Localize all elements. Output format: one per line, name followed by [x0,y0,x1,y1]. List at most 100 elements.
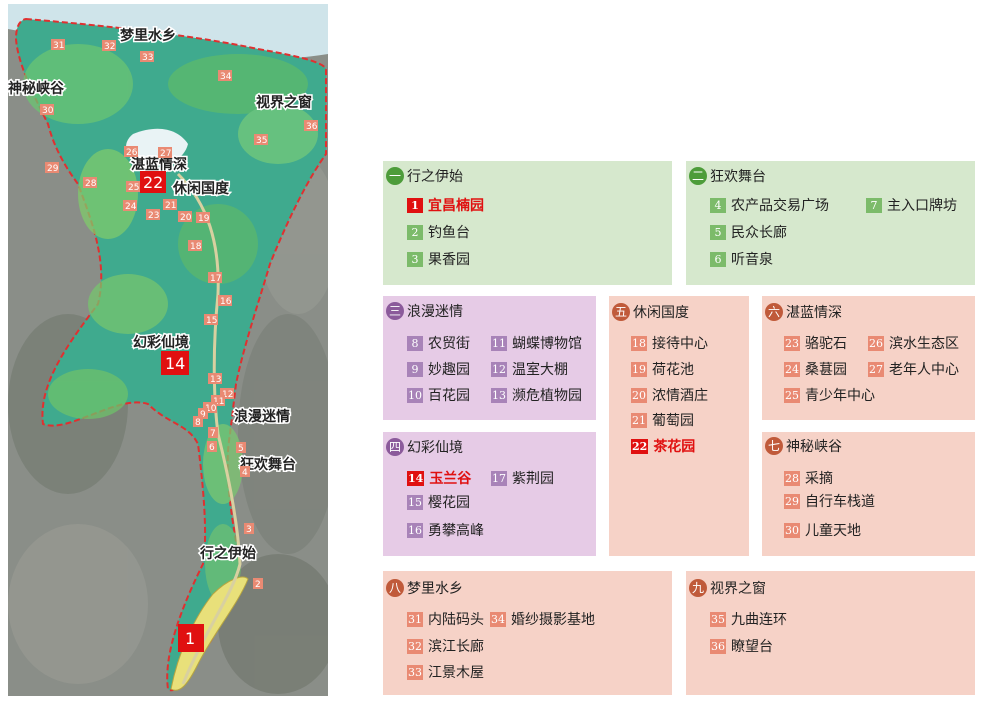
legend-item[interactable]: 3 果香园 [407,249,470,269]
legend-item[interactable]: 24 桑葚园 [784,361,847,378]
legend-item[interactable]: 17 紫荆园 [491,470,554,487]
legend-item[interactable]: 19 荷花池 [631,361,694,378]
legend-item[interactable]: 33 江景木屋 [407,664,484,681]
map-marker-2[interactable]: 2 [253,578,263,590]
map-marker-magnolia[interactable]: 14 [161,351,189,375]
map-marker-12[interactable]: 12 [220,388,234,400]
map-label-xiuxian: 休闲国度 [172,180,230,197]
map-marker-box [193,416,203,427]
map-marker-start[interactable]: 1 [178,624,204,652]
section-number: 六 [765,303,783,321]
legend-item[interactable]: 8 农贸街 [407,333,470,353]
map-marker-29[interactable]: 29 [45,162,59,174]
section-title: 湛蓝情深 [786,305,842,321]
map-marker-number: 34 [220,72,232,82]
map-marker-4[interactable]: 4 [240,466,250,478]
map-marker-11[interactable]: 11 [211,395,225,407]
map-marker-box [244,523,254,534]
map-marker-number: 2 [255,580,261,590]
map-marker-33[interactable]: 33 [140,51,154,63]
legend-section-5: 五休闲国度 18 接待中心 19 荷花池 20 浓情酒庄 21 葡萄园 22 茶花园 [609,296,749,556]
legend-item[interactable]: 27 老年人中心 [868,361,959,378]
map-marker-6[interactable]: 6 [207,441,217,453]
legend-item[interactable]: 14 玉兰谷 [407,470,472,487]
legend-item[interactable]: 29 自行车栈道 [784,493,875,510]
map-marker-number: 24 [125,202,137,212]
legend-item[interactable]: 22 茶花园 [631,438,696,455]
map-marker-number: 17 [210,274,221,284]
legend-item[interactable]: 1 宜昌楠园 [407,195,484,215]
map-marker-box [158,147,172,158]
map-marker-number: 33 [142,53,153,63]
legend-section-1: 一行之伊始 1 宜昌楠园 2 钓鱼台 3 果香园 [383,161,672,285]
map-marker-31[interactable]: 31 [51,39,65,51]
map-marker-box [304,120,318,131]
map-marker-35[interactable]: 35 [254,134,268,146]
legend-item[interactable]: 9 妙趣园 [407,359,470,379]
section-title: 休闲国度 [633,305,689,321]
map-marker-number: 26 [126,148,138,158]
legend-item[interactable]: 11 蝴蝶博物馆 [491,335,582,352]
map-marker-24[interactable]: 24 [123,200,137,212]
map-marker-tea-garden[interactable]: 22 [140,171,166,193]
map-marker-box [207,441,217,452]
map-marker-9[interactable]: 9 [198,408,208,420]
map-marker-13[interactable]: 13 [208,373,222,385]
legend-item[interactable]: 7 主入口牌坊 [866,195,957,215]
legend-item[interactable]: 30 儿童天地 [784,522,861,539]
legend-item[interactable]: 18 接待中心 [631,335,708,352]
map-marker-21[interactable]: 21 [163,199,177,211]
map-marker-32[interactable]: 32 [102,40,116,52]
legend-item[interactable]: 36 瞭望台 [710,638,773,655]
map-marker-23[interactable]: 23 [146,209,160,221]
legend-item[interactable]: 4 农产品交易广场 [710,195,829,215]
map-marker-25[interactable]: 25 [126,181,140,193]
map-marker-number: 4 [242,468,248,478]
map-marker-box [83,177,97,188]
map-marker-17[interactable]: 17 [208,272,222,284]
map-marker-19[interactable]: 19 [196,212,210,224]
map-marker-16[interactable]: 16 [218,295,232,307]
legend-item[interactable]: 32 滨江长廊 [407,638,484,655]
map-marker-box [40,104,54,115]
legend-item[interactable]: 23 骆驼石 [784,335,847,352]
map-marker-36[interactable]: 36 [304,120,318,132]
map-marker-30[interactable]: 30 [40,104,54,116]
map-marker-8[interactable]: 8 [193,416,203,428]
section-number: 八 [386,579,404,597]
legend-item[interactable]: 20 浓情酒庄 [631,387,708,404]
legend-item[interactable]: 28 采摘 [784,470,833,487]
map-marker-18[interactable]: 18 [188,240,202,252]
legend-item[interactable]: 5 民众长廊 [710,222,787,242]
map-marker-28[interactable]: 28 [83,177,97,189]
section-title: 浪漫迷情 [407,304,463,320]
legend-item[interactable]: 13 濒危植物园 [491,387,582,404]
map-marker-10[interactable]: 10 [203,402,217,414]
legend-item[interactable]: 34 婚纱摄影基地 [490,611,595,628]
legend-item[interactable]: 26 滨水生态区 [868,335,959,352]
legend-item[interactable]: 31 内陆码头 [407,611,484,628]
legend-item[interactable]: 10 百花园 [407,387,470,404]
map-marker-15[interactable]: 15 [204,314,218,326]
section-number: 四 [386,438,404,456]
legend-item[interactable]: 35 九曲连环 [710,611,787,628]
legend-item[interactable]: 25 青少年中心 [784,387,875,404]
legend-item[interactable]: 12 温室大棚 [491,361,568,378]
map-marker-7[interactable]: 7 [208,427,218,439]
legend-item[interactable]: 16 勇攀高峰 [407,522,484,539]
map-marker-27[interactable]: 27 [158,147,172,159]
legend-item[interactable]: 6 听音泉 [710,249,773,269]
map-marker-5[interactable]: 5 [236,442,246,454]
map-marker-34[interactable]: 34 [218,70,232,82]
legend-item[interactable]: 15 樱花园 [407,494,470,511]
section-number: 七 [765,437,783,455]
map-marker-box [218,295,232,306]
map-marker-box [126,181,140,192]
map-marker-26[interactable]: 26 [124,146,138,158]
map-marker-3[interactable]: 3 [244,523,254,535]
map-marker-number: 10 [205,404,217,414]
legend-item[interactable]: 2 钓鱼台 [407,222,470,242]
map-marker-20[interactable]: 20 [178,211,192,223]
map-marker-box [51,39,65,50]
legend-item[interactable]: 21 葡萄园 [631,412,694,429]
